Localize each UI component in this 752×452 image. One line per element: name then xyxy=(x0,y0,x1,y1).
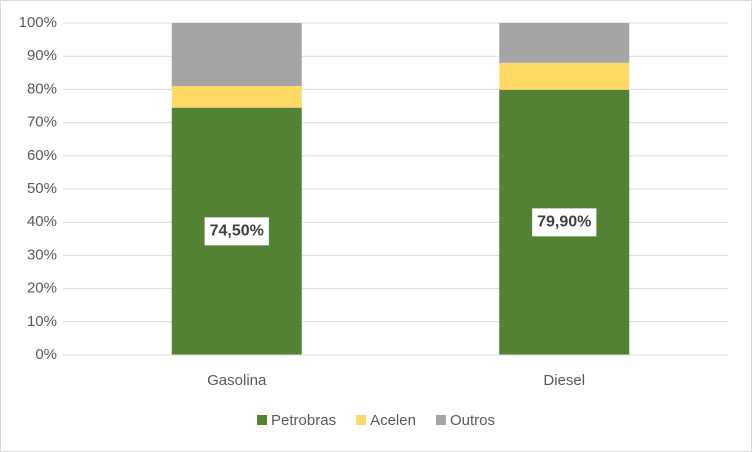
data-label: 79,90% xyxy=(537,214,591,231)
y-tick-label: 0% xyxy=(35,346,57,363)
legend-swatch xyxy=(356,415,367,425)
y-tick-label: 60% xyxy=(27,147,57,164)
y-tick-label: 90% xyxy=(27,47,57,64)
bar-segment xyxy=(499,62,630,90)
y-tick-label: 40% xyxy=(27,213,57,230)
y-tick-label: 30% xyxy=(27,246,57,263)
y-tick-label: 80% xyxy=(27,80,57,97)
legend-label: Petrobras xyxy=(271,412,336,429)
y-tick-label: 50% xyxy=(27,180,57,197)
data-label-box xyxy=(204,217,269,246)
bar-segment xyxy=(499,23,630,63)
x-tick-label: Gasolina xyxy=(207,372,267,389)
y-tick-label: 10% xyxy=(27,313,57,330)
legend-swatch xyxy=(435,415,446,425)
y-tick-label: 100% xyxy=(19,14,57,31)
legend-swatch xyxy=(257,415,268,425)
bar-segment xyxy=(171,86,302,108)
bar-segment xyxy=(171,23,302,87)
y-tick-label: 20% xyxy=(27,280,57,297)
x-tick-label: Diesel xyxy=(543,372,585,389)
legend-label: Acelen xyxy=(370,412,416,429)
data-label: 74,50% xyxy=(210,223,264,240)
legend-label: Outros xyxy=(450,412,495,429)
y-tick-label: 70% xyxy=(27,114,57,131)
data-label-box xyxy=(532,208,597,237)
